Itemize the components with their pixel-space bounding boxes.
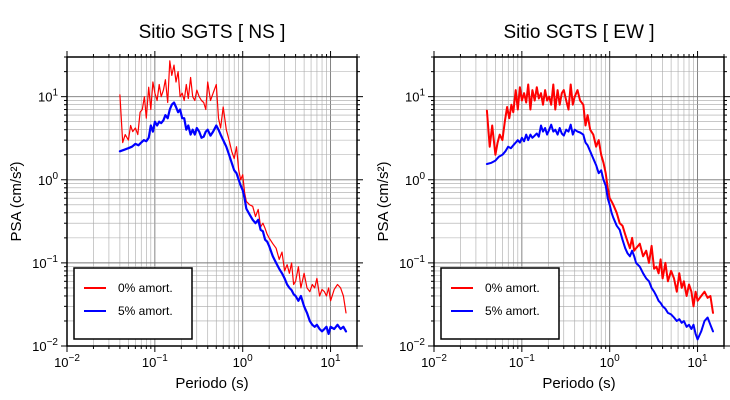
plot-frame xyxy=(66,56,358,347)
grid xyxy=(66,56,358,347)
y-axis-label: PSA (cm/s²) xyxy=(375,161,392,241)
ticks xyxy=(428,51,730,352)
legend: 0% amort. 5% amort. xyxy=(440,267,560,340)
x-tick-label: 100 xyxy=(600,353,620,370)
y-tick-label: 100 xyxy=(38,171,58,188)
y-tick-label: 10−2 xyxy=(399,337,425,354)
legend-label-amort-5: 5% amort. xyxy=(485,304,540,318)
chart-title: Sitio SGTS [ EW ] xyxy=(504,22,655,43)
y-tick-label: 10−1 xyxy=(399,254,425,271)
x-tick-label: 100 xyxy=(233,353,253,370)
chart-panel-2: 10−2 10−1 100 101 10−2 10−1 100 101 Sitio SGTS [… xyxy=(375,22,730,392)
legend-label-amort-5: 5% amort. xyxy=(118,304,173,318)
y-tick-label: 100 xyxy=(405,171,425,188)
legend-label-amort-0: 0% amort. xyxy=(485,281,540,295)
series-line-amort-0 xyxy=(119,60,347,314)
x-tick-label: 10−2 xyxy=(421,353,447,370)
series-line-amort-5 xyxy=(118,101,348,335)
y-axis-label: PSA (cm/s²) xyxy=(8,161,25,241)
legend-box xyxy=(73,267,193,340)
y-tick-label: 10−1 xyxy=(32,254,58,271)
legend-box xyxy=(440,267,560,340)
y-tick-label: 101 xyxy=(405,88,425,105)
chart-title: Sitio SGTS [ NS ] xyxy=(139,22,286,43)
series-line-amort-5 xyxy=(485,123,714,341)
ticks xyxy=(61,51,363,352)
x-axis-label: Periodo (s) xyxy=(175,375,248,392)
series-line-amort-0 xyxy=(485,83,714,314)
x-tick-label: 101 xyxy=(688,353,708,370)
y-tick-label: 101 xyxy=(38,88,58,105)
y-tick-label: 10−2 xyxy=(32,337,58,354)
x-axis-label: Periodo (s) xyxy=(542,375,615,392)
legend-label-amort-0: 0% amort. xyxy=(118,281,173,295)
x-tick-label: 10−1 xyxy=(509,353,535,370)
x-tick-label: 101 xyxy=(321,353,341,370)
legend: 0% amort. 5% amort. xyxy=(73,267,193,340)
x-tick-label: 10−1 xyxy=(142,353,168,370)
plot-frame xyxy=(433,56,725,347)
chart-panel-1: 10−2 10−1 100 101 10−2 10−1 100 101 Sitio SGTS [… xyxy=(8,22,363,392)
x-tick-label: 10−2 xyxy=(54,353,80,370)
